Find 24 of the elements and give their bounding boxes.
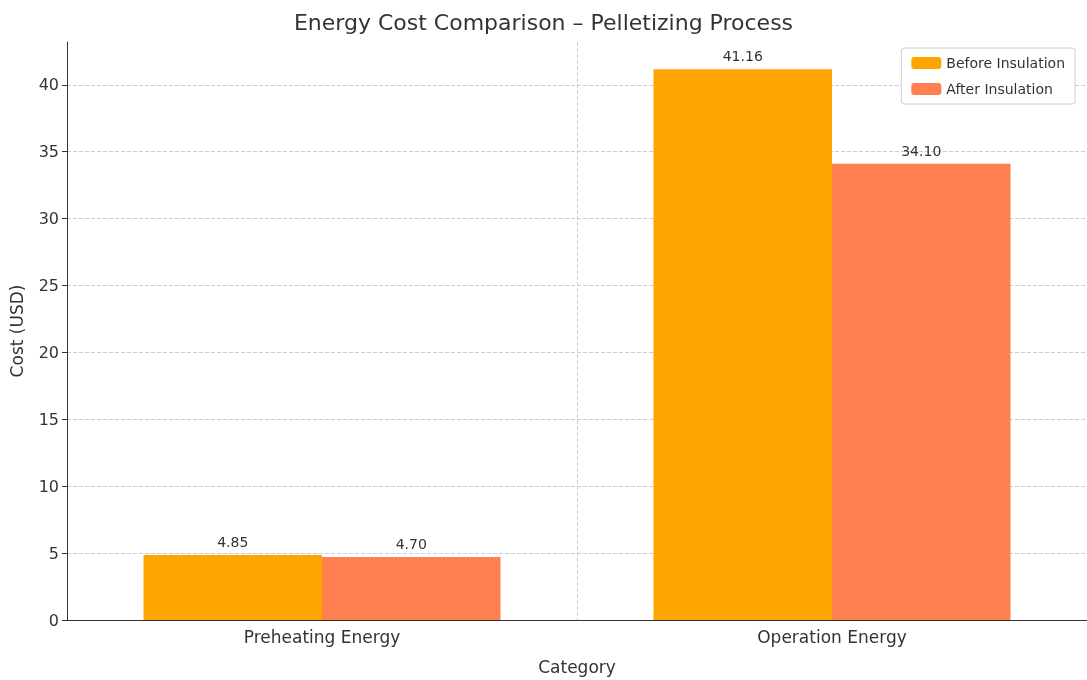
legend-label: Before Insulation (946, 55, 1066, 71)
legend-label: After Insulation (946, 81, 1053, 97)
x-axis-title: Category (538, 656, 616, 677)
chart-title: Energy Cost Comparison – Pelletizing Process (293, 9, 794, 35)
bar (143, 555, 322, 620)
bar (653, 69, 832, 620)
y-tick-label: 0 (48, 610, 59, 630)
y-tick-label: 40 (38, 75, 59, 95)
y-tick-label: 10 (38, 476, 59, 496)
y-tick-label: 30 (38, 209, 59, 229)
data-label: 34.10 (901, 142, 942, 159)
y-tick-label: 20 (38, 342, 59, 362)
y-tick-label: 15 (38, 409, 59, 429)
y-tick-label: 25 (38, 276, 59, 296)
y-tick-label: 5 (48, 543, 59, 563)
data-label: 4.85 (217, 534, 249, 551)
y-axis-title: Cost (USD) (6, 284, 27, 378)
x-tick-label: Preheating Energy (243, 626, 401, 647)
bar (322, 557, 501, 620)
y-tick-label: 35 (38, 142, 59, 162)
bar (832, 163, 1011, 620)
data-label: 4.70 (395, 536, 427, 553)
data-label: 41.16 (722, 48, 763, 65)
x-tick-label: Operation Energy (757, 626, 907, 647)
